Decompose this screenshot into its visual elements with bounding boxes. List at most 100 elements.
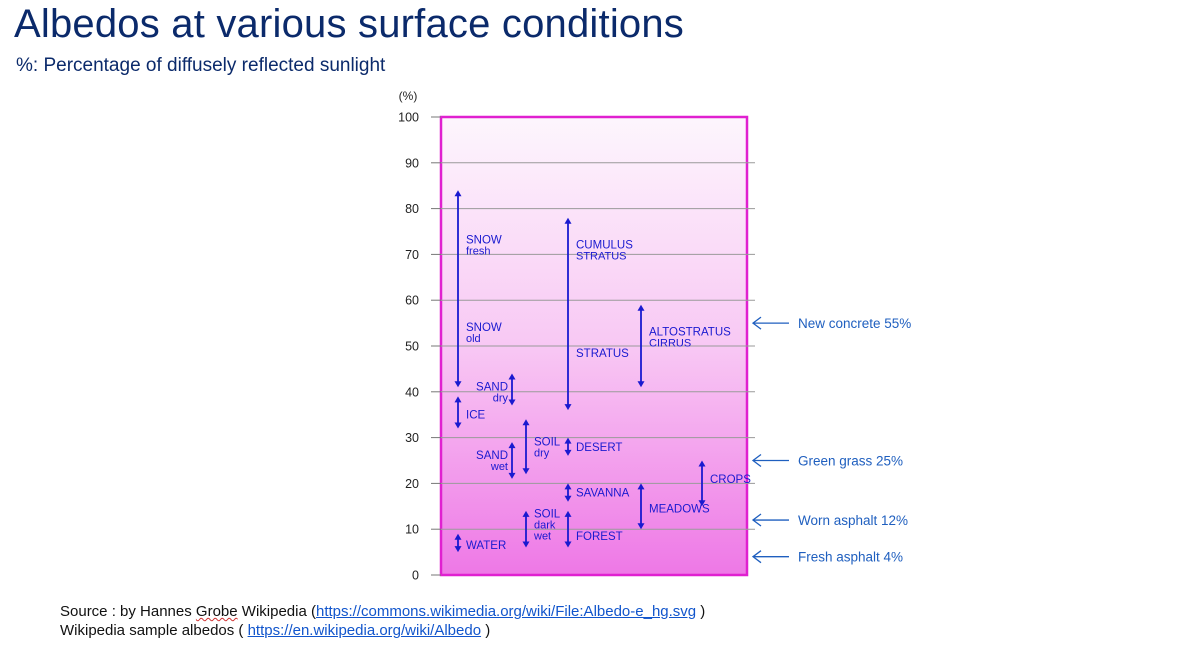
albedo-ranges: SNOWfreshSNOWoldICEWATERSANDdrySANDwetSO…	[454, 190, 751, 553]
source-author: Grobe	[195, 603, 238, 620]
range-label: dark	[534, 520, 556, 532]
y-axis-label: (%)	[399, 89, 418, 103]
arrowhead-up	[698, 460, 706, 467]
range-marker: MEADOWS	[637, 483, 710, 530]
arrowhead-up	[454, 533, 462, 540]
arrowhead-up	[522, 419, 530, 426]
arrowhead-down	[454, 422, 462, 429]
range-label: WATER	[466, 540, 506, 552]
arrowhead-up	[637, 304, 645, 311]
arrowhead-up	[564, 483, 572, 490]
y-tick-label: 70	[405, 248, 419, 262]
y-tick-label: 50	[405, 340, 419, 354]
source-line-1: Source : by Hannes Grobe Wikipedia (http…	[60, 603, 705, 620]
range-label: ICE	[466, 410, 486, 422]
arrowhead-down	[564, 449, 572, 456]
arrowhead-down	[637, 523, 645, 530]
arrowhead-down	[454, 546, 462, 553]
y-axis: (%) 0 10 20 30 40 50 60 70 80 90 100	[398, 89, 441, 583]
source-line-2: Wikipedia sample albedos ( https://en.wi…	[60, 622, 490, 639]
callout: Green grass 25%	[751, 453, 903, 469]
range-marker: DESERT	[564, 437, 622, 456]
range-label: STRATUS	[576, 348, 629, 360]
callout-label: Fresh asphalt 4%	[798, 550, 903, 565]
callout-label: Green grass 25%	[798, 454, 903, 469]
arrowhead-down	[522, 541, 530, 548]
source-mid: Wikipedia (	[237, 603, 316, 620]
y-tick-label: 20	[405, 477, 419, 491]
y-tick-label: 100	[398, 111, 419, 125]
range-label: SAND	[476, 450, 508, 462]
arrowhead-down	[564, 404, 572, 411]
y-tick-label: 10	[405, 523, 419, 537]
range-label: FOREST	[576, 531, 623, 543]
arrowhead-up	[564, 510, 572, 517]
gridlines	[441, 162, 755, 530]
source-link-commons[interactable]: https://commons.wikimedia.org/wiki/File:…	[315, 603, 697, 620]
y-tick-label: 30	[405, 431, 419, 445]
callout-arrowhead	[751, 550, 762, 564]
range-label: SOIL	[534, 509, 561, 521]
range-marker: SAVANNA	[564, 483, 630, 502]
range-label: SOIL	[534, 436, 561, 448]
range-marker: FOREST	[564, 510, 623, 548]
page-title: Albedos at various surface conditions	[14, 2, 684, 46]
source-prefix: Source : by Hannes	[60, 603, 196, 620]
arrowhead-down	[564, 541, 572, 548]
callouts: New concrete 55% Green grass 25% Worn asph…	[751, 316, 911, 565]
source-link-wikipedia[interactable]: https://en.wikipedia.org/wiki/Albedo	[247, 622, 482, 639]
callout-label: Worn asphalt 12%	[798, 513, 908, 528]
range-label: CIRRUS	[649, 337, 691, 349]
arrowhead-up	[564, 437, 572, 444]
arrowhead-down	[564, 495, 572, 502]
arrowhead-down	[508, 399, 516, 406]
range-label: CUMULUS	[576, 239, 633, 251]
arrowhead-up	[508, 373, 516, 380]
arrowhead-up	[637, 483, 645, 490]
arrowhead-up	[454, 396, 462, 403]
range-label: MEADOWS	[649, 504, 710, 516]
y-tick-label: 90	[405, 156, 419, 170]
callout: New concrete 55%	[751, 316, 911, 331]
arrowhead-up	[454, 190, 462, 197]
callout-arrowhead	[751, 316, 762, 330]
range-marker: ICE	[454, 396, 486, 429]
y-tick-label: 60	[405, 294, 419, 308]
y-tick-label: 0	[412, 569, 419, 583]
range-marker: WATER	[454, 533, 506, 553]
arrowhead-down	[522, 468, 530, 475]
y-tick-label: 80	[405, 202, 419, 216]
arrowhead-down	[508, 472, 516, 479]
range-label: STRATUS	[576, 250, 627, 262]
callout-label: New concrete 55%	[798, 316, 911, 331]
arrowhead-down	[454, 381, 462, 388]
range-label: DESERT	[576, 442, 622, 454]
range-label: SAND	[476, 381, 508, 393]
range-label: ALTOSTRATUS	[649, 326, 731, 338]
callout: Fresh asphalt 4%	[751, 550, 903, 565]
source2-prefix: Wikipedia sample albedos (	[60, 622, 248, 639]
callout-arrowhead	[751, 513, 762, 527]
source2-suffix: )	[481, 622, 491, 639]
arrowhead-up	[564, 217, 572, 224]
range-label: wet	[533, 531, 551, 543]
arrowhead-up	[508, 442, 516, 449]
arrowhead-down	[698, 500, 706, 507]
range-label: SNOW	[466, 235, 502, 247]
y-tick-label: 40	[405, 385, 419, 399]
range-label: wet	[490, 461, 508, 473]
range-label: dry	[493, 392, 509, 404]
arrowhead-down	[637, 381, 645, 388]
range-label: dry	[534, 447, 550, 459]
page-subtitle: %: Percentage of diffusely reflected sun…	[16, 55, 386, 76]
range-marker: CROPS	[698, 460, 751, 507]
callout-arrowhead	[751, 453, 762, 468]
source-suffix: )	[696, 603, 706, 620]
range-label: SNOW	[466, 322, 502, 334]
